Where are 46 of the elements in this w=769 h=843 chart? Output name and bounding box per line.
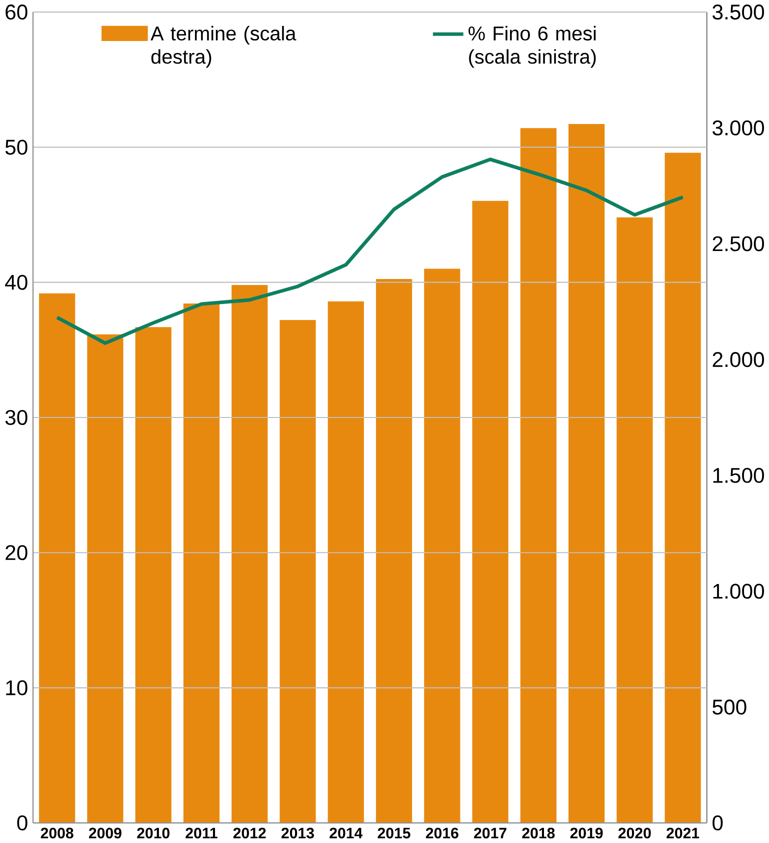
- bar: [616, 217, 653, 823]
- x-tick-label: 2021: [666, 828, 699, 838]
- x-tick-label: 2008: [40, 828, 74, 838]
- x-tick-label: 2019: [570, 828, 603, 838]
- x-tick-label: 2013: [281, 828, 314, 838]
- line-series: [55, 158, 684, 345]
- y2-tick-label: 1.000: [713, 584, 764, 599]
- y-tick-label: 50: [5, 140, 28, 155]
- bar: [424, 268, 460, 823]
- bar: [520, 128, 556, 823]
- x-tick-label: 2009: [88, 828, 122, 838]
- y-tick-label: 20: [5, 545, 28, 560]
- y2-tick-label: 2.000: [712, 352, 764, 368]
- y2-tick-label: 2.500: [712, 236, 764, 252]
- y-tick-label: 40: [4, 274, 28, 290]
- x-tick-label: 2010: [136, 828, 170, 838]
- x-tick-label: 2016: [426, 828, 458, 838]
- bar: [328, 301, 364, 823]
- y2-tick-label: 3.000: [712, 120, 764, 136]
- bar: [86, 334, 124, 823]
- x-tick-label: 2018: [522, 828, 554, 838]
- y-tick-label: 30: [5, 410, 28, 426]
- x-tick-label: 2011: [185, 828, 218, 838]
- y-tick-label: 0: [17, 815, 28, 830]
- bar: [231, 284, 268, 823]
- y2-tick-label: 0: [712, 815, 722, 830]
- bar: [280, 320, 316, 823]
- legend-label: % Fino 6 mesi (scala sinistra): [468, 26, 596, 68]
- bar: [568, 124, 604, 823]
- bar: [376, 278, 412, 823]
- x-tick-label: 2014: [329, 828, 362, 838]
- bar: [664, 152, 701, 823]
- y2-tick-label: 500: [712, 700, 746, 715]
- bar: [38, 293, 75, 823]
- y2-tick-label: 3.500: [712, 4, 764, 20]
- y2-tick-label: 1.500: [713, 468, 764, 483]
- x-tick-label: 2017: [474, 828, 506, 838]
- x-tick-label: 2015: [378, 828, 410, 838]
- x-tick-label: 2012: [233, 828, 266, 838]
- x-tick-label: 2020: [618, 828, 651, 838]
- bar: [135, 327, 172, 823]
- legend-label: A termine (scala destra): [150, 26, 296, 68]
- bar: [472, 200, 508, 823]
- y-tick-label: 60: [5, 4, 28, 20]
- bar: [183, 304, 220, 823]
- y-tick-label: 10: [6, 680, 28, 696]
